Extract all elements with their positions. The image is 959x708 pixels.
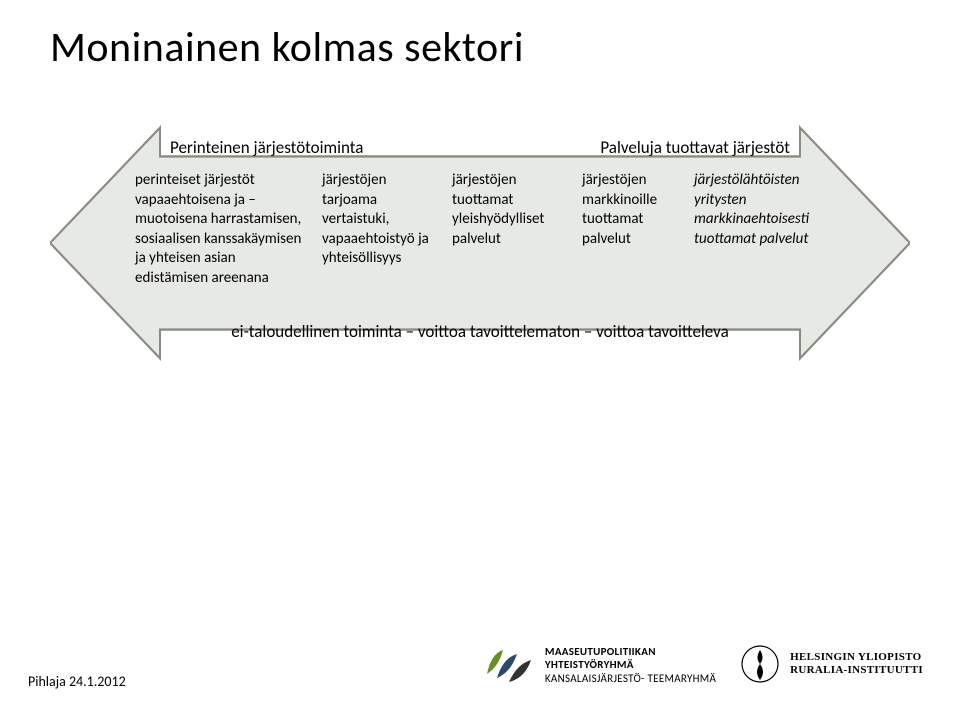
mp-line2: YHTEISTYÖRYHMÄ	[545, 658, 634, 671]
column-5: järjestölähtöisten yritysten markkinaeht…	[694, 171, 854, 249]
column-2: järjestöjen tarjoama vertaistuki, vapaae…	[322, 171, 440, 269]
logo-maaseutupolitiikka: MAASEUTUPOLITIIKAN YHTEISTYÖRYHMÄ Kansal…	[479, 644, 716, 686]
footer-author-date: Pihlaja 24.1.2012	[28, 673, 126, 690]
hy-line2: RURALIA-INSTITUUTTI	[790, 664, 923, 676]
header-left: Perinteinen järjestötoiminta	[170, 137, 363, 158]
logo-helsinki-university: HELSINGIN YLIOPISTO RURALIA-INSTITUUTTI	[738, 642, 923, 686]
column-1: perinteiset järjestöt vapaaehtoisena ja …	[135, 171, 310, 288]
spectrum-line: ei-taloudellinen toiminta – voittoa tavo…	[50, 321, 910, 342]
mp-line1: MAASEUTUPOLITIIKAN	[545, 645, 656, 658]
hy-flame-icon	[738, 642, 782, 686]
mp-logo-icon	[479, 644, 537, 686]
header-right: Palveluja tuottavat järjestöt	[600, 137, 790, 158]
page-title: Moninainen kolmas sektori	[50, 22, 909, 73]
column-3: järjestöjen tuottamat yleishyödylliset p…	[452, 171, 570, 249]
footer-logos: MAASEUTUPOLITIIKAN YHTEISTYÖRYHMÄ Kansal…	[479, 642, 923, 686]
column-4: järjestöjen markkinoille tuottamat palve…	[582, 171, 682, 249]
hy-line1: HELSINGIN YLIOPISTO	[790, 651, 921, 663]
mp-sub: Kansalaisjärjestö- teemaryhmä	[545, 672, 716, 685]
diagram: Perinteinen järjestötoiminta Palveluja t…	[50, 93, 910, 393]
